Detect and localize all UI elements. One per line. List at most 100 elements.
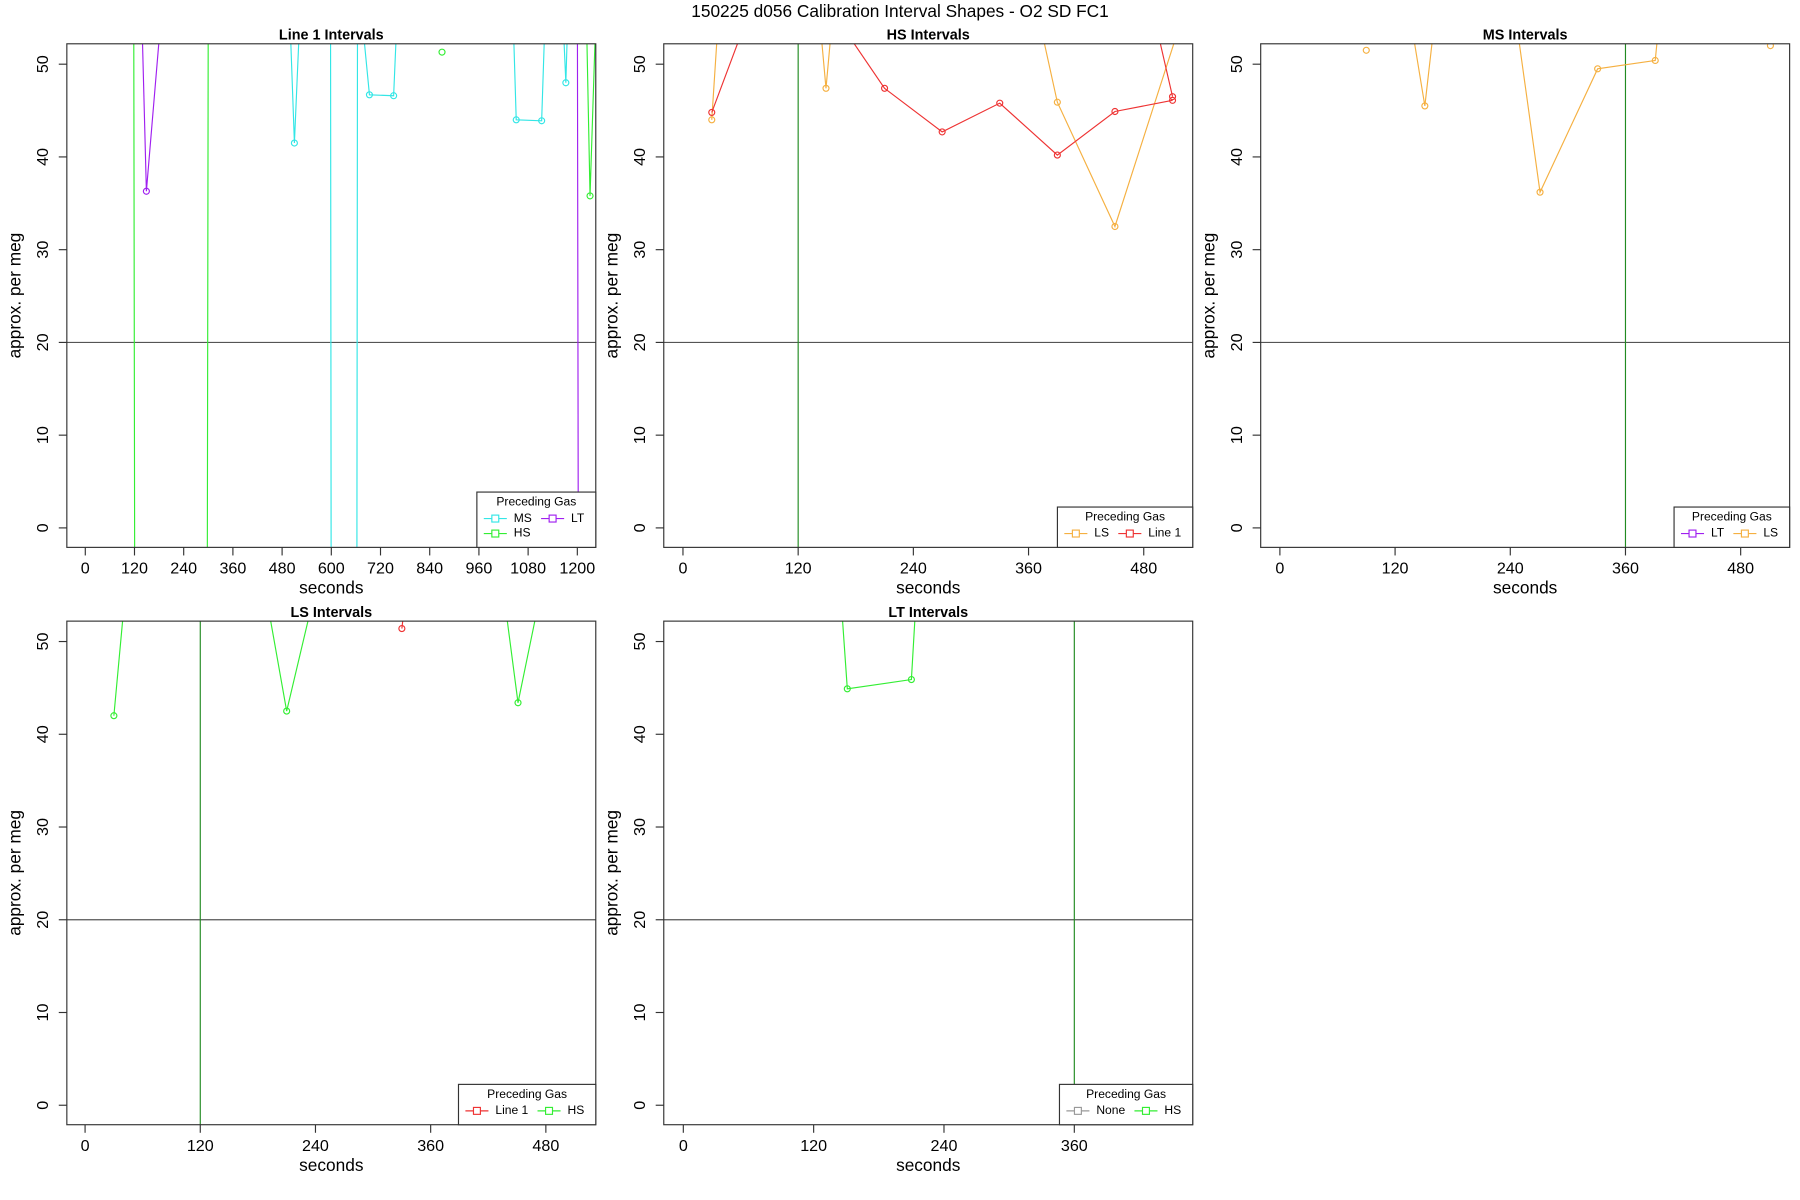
x-tick-label: 1200: [559, 560, 595, 578]
legend-marker: [1071, 529, 1080, 538]
data-point: [843, 685, 851, 693]
plot-area: [663, 621, 1193, 1125]
y-tick-label: 50: [631, 633, 649, 651]
legend-label: Line 1: [495, 1103, 528, 1117]
legend-marker: [491, 514, 500, 523]
legend-marker: [491, 529, 500, 538]
legend-label: LT: [1711, 526, 1725, 540]
legend-marker: [1740, 529, 1749, 538]
legend-marker: [1141, 1106, 1150, 1115]
panel-title: LS Intervals: [291, 605, 373, 621]
plot-frame: [663, 620, 1194, 1126]
panel: LS Intervals 0 120 240 360 480 seconds 0 10 20 30 4…: [5, 605, 597, 1175]
y-tick-label: 40: [1228, 148, 1246, 166]
x-tick-label: 240: [900, 560, 927, 578]
y-tick-label: 20: [34, 333, 52, 351]
data-point: [1111, 107, 1119, 116]
y-tick-label: 40: [631, 725, 649, 743]
panel-title: Line 1 Intervals: [279, 28, 384, 44]
legend-title: Preceding Gas: [1086, 1087, 1166, 1101]
plot-area: [66, 621, 596, 1125]
legend-title: Preceding Gas: [487, 1087, 567, 1101]
plot-frame: [66, 620, 597, 1126]
x-tick-label: 0: [81, 1137, 90, 1155]
series-line: [842, 621, 916, 690]
panel-title: LT Intervals: [888, 605, 968, 621]
legend-box: [1058, 1083, 1194, 1126]
data-point: [1362, 46, 1370, 54]
data-point: [1168, 96, 1177, 104]
figure-title: 150225 d056 Calibration Interval Shapes …: [691, 1, 1109, 21]
data-point: [283, 707, 291, 715]
data-point: [907, 675, 915, 684]
series-line: [401, 621, 404, 629]
legend-title: Preceding Gas: [496, 495, 576, 509]
y-tick-label: 40: [34, 725, 52, 743]
x-tick-label: 360: [219, 560, 246, 578]
legend-marker: [544, 1106, 554, 1115]
data-point: [1053, 98, 1061, 106]
plot-area: [663, 43, 1193, 548]
y-tick-label: 10: [1228, 426, 1246, 444]
x-tick-label: 480: [532, 1137, 559, 1155]
y-tick-label: 40: [631, 148, 649, 166]
legend: Preceding Gas Line 1 HS: [457, 1083, 597, 1126]
x-tick-label: 960: [465, 560, 492, 578]
y-tick-label: 0: [34, 1101, 52, 1110]
data-point: [398, 624, 406, 633]
data-point: [1766, 43, 1775, 50]
legend-box: [1056, 506, 1194, 548]
legend-label: LT: [571, 511, 585, 525]
x-tick-label: 600: [318, 560, 345, 578]
x-tick-label: 360: [1612, 560, 1639, 578]
data-point: [142, 187, 150, 195]
series-line: [113, 621, 536, 716]
data-point: [1536, 188, 1544, 196]
data-point: [880, 84, 889, 92]
data-point: [1421, 102, 1429, 110]
y-axis-label: approx. per meg: [602, 233, 622, 359]
x-axis-label: seconds: [896, 577, 961, 597]
plot-area: [1260, 43, 1790, 548]
y-axis-label: approx. per meg: [602, 810, 622, 936]
y-tick-label: 30: [34, 241, 52, 259]
y-tick-label: 0: [631, 1101, 649, 1110]
x-tick-label: 720: [367, 560, 394, 578]
x-tick-label: 120: [121, 560, 148, 578]
legend: Preceding Gas None HS: [1058, 1083, 1194, 1126]
x-tick-label: 240: [931, 1137, 958, 1155]
legend-label: LS: [1763, 526, 1778, 540]
legend-label: Line 1: [1148, 526, 1181, 540]
data-point: [1651, 56, 1659, 65]
panel: Line 1 Intervals 0 120 240 360 480 600 720 840 96…: [5, 28, 597, 597]
data-point: [822, 84, 830, 92]
data-point: [110, 712, 118, 720]
legend-label: HS: [567, 1103, 584, 1117]
legend-label: HS: [1164, 1103, 1181, 1117]
data-point: [1111, 222, 1119, 231]
panel: HS Intervals 0 120 240 360 480 seconds 0 10 20 30 4…: [602, 28, 1194, 597]
x-tick-label: 360: [1061, 1137, 1088, 1155]
legend-label: LS: [1094, 526, 1109, 540]
legend: Preceding Gas LT LS: [1673, 506, 1791, 548]
x-tick-label: 0: [81, 560, 90, 578]
legend-marker: [1125, 529, 1134, 538]
x-tick-label: 360: [417, 1137, 444, 1155]
y-tick-label: 20: [1228, 333, 1246, 351]
x-axis-label: seconds: [1493, 577, 1558, 597]
y-tick-label: 0: [34, 523, 52, 532]
series-line: [133, 43, 596, 548]
data-point: [512, 116, 520, 124]
y-tick-label: 30: [631, 241, 649, 259]
series-line: [290, 43, 568, 548]
y-tick-label: 20: [631, 911, 649, 929]
x-tick-label: 240: [170, 560, 197, 578]
data-point: [938, 128, 946, 136]
x-tick-label: 120: [1382, 560, 1409, 578]
data-point: [290, 139, 298, 147]
legend-marker: [1688, 529, 1697, 538]
x-tick-label: 0: [1275, 560, 1284, 578]
